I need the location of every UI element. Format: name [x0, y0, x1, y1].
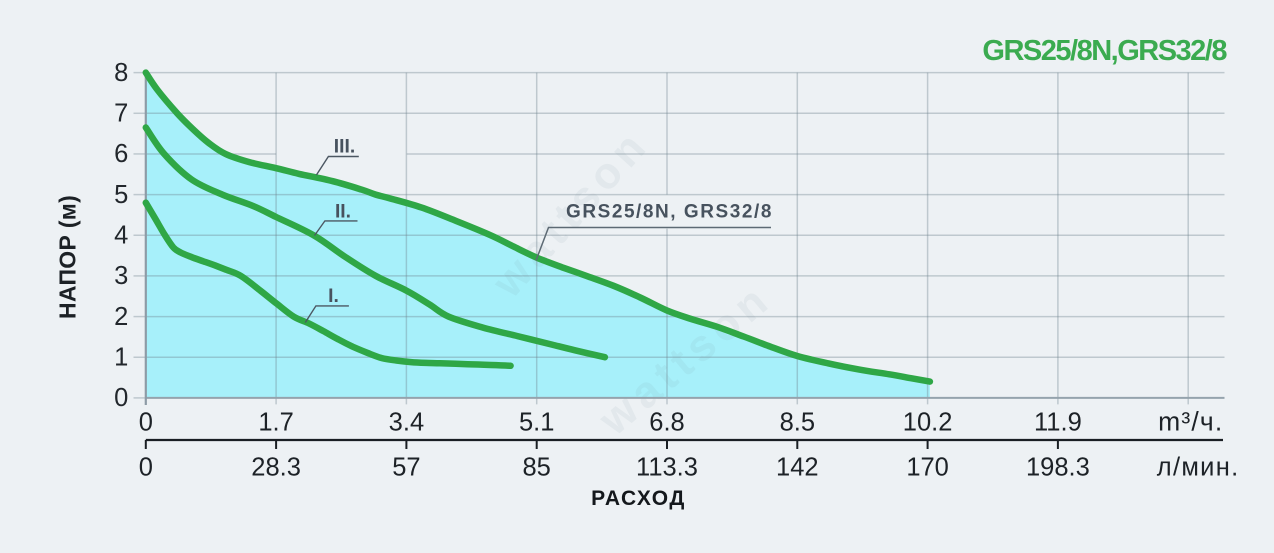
svg-text:7: 7: [114, 100, 128, 128]
svg-text:113.3: 113.3: [636, 454, 698, 482]
svg-text:I.: I.: [328, 286, 339, 307]
svg-text:142: 142: [776, 454, 819, 482]
svg-text:m³/ч.: m³/ч.: [1158, 407, 1223, 437]
svg-text:2: 2: [114, 303, 128, 331]
svg-text:0: 0: [139, 409, 153, 437]
svg-text:GRS25/8N, GRS32/8: GRS25/8N, GRS32/8: [566, 202, 773, 223]
svg-text:5: 5: [114, 181, 128, 209]
svg-text:3.4: 3.4: [389, 409, 424, 437]
svg-text:10.2: 10.2: [903, 409, 953, 437]
svg-text:1: 1: [114, 343, 128, 371]
svg-text:57: 57: [392, 454, 420, 482]
svg-text:GRS25/8N,GRS32/8: GRS25/8N,GRS32/8: [982, 35, 1227, 67]
svg-text:6.8: 6.8: [649, 409, 684, 437]
svg-text:0: 0: [114, 384, 128, 412]
svg-text:л/мин.: л/мин.: [1157, 454, 1240, 482]
svg-text:5.1: 5.1: [519, 409, 554, 437]
svg-text:11.9: 11.9: [1034, 409, 1082, 437]
svg-text:198.3: 198.3: [1026, 454, 1090, 482]
svg-text:85: 85: [523, 454, 551, 482]
svg-text:III.: III.: [334, 136, 355, 157]
svg-text:4: 4: [114, 222, 128, 250]
svg-text:8: 8: [114, 59, 128, 87]
svg-text:6: 6: [114, 140, 128, 168]
svg-text:28.3: 28.3: [251, 454, 301, 482]
svg-text:0: 0: [139, 454, 153, 482]
svg-text:8.5: 8.5: [780, 409, 815, 437]
svg-text:3: 3: [114, 262, 128, 290]
svg-text:II.: II.: [335, 201, 351, 222]
svg-text:НАПОР (м): НАПОР (м): [55, 195, 81, 319]
svg-text:РАСХОД: РАСХОД: [591, 487, 686, 510]
svg-text:1.7: 1.7: [258, 409, 293, 437]
svg-text:170: 170: [906, 454, 949, 482]
